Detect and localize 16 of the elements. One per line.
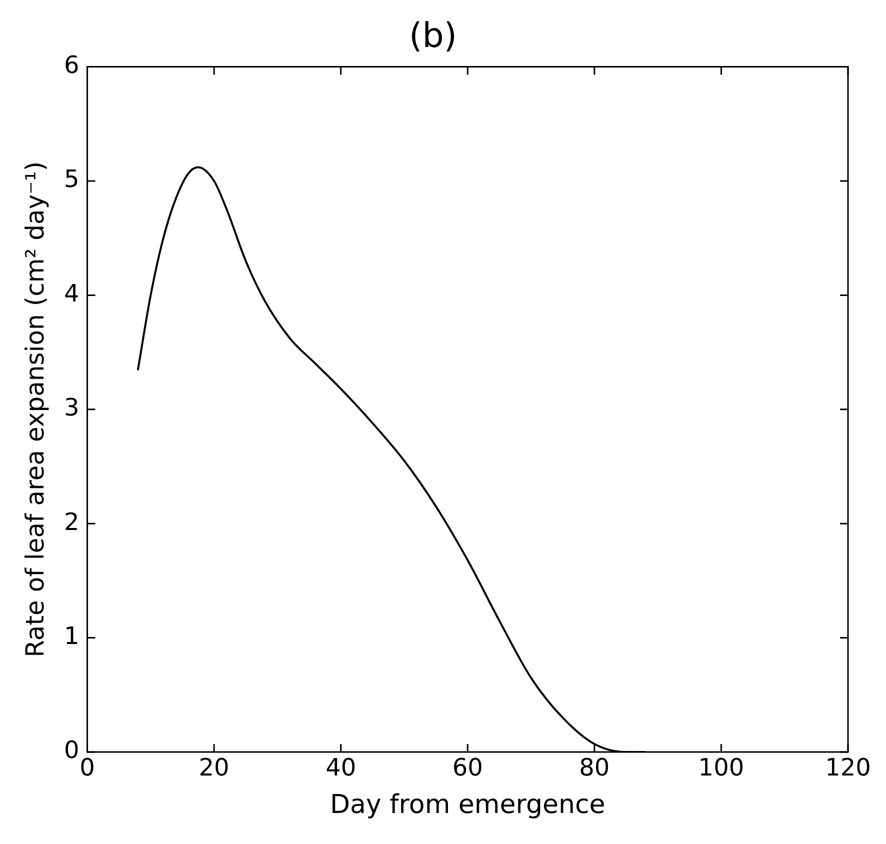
x-tick-label: 40 [326, 754, 356, 782]
y-tick-label: 4 [64, 279, 80, 308]
x-tick-label: 120 [825, 754, 871, 782]
x-tick-label: 80 [579, 754, 610, 782]
x-tick-label: 20 [198, 754, 230, 782]
y-tick-label: 5 [64, 165, 80, 194]
y-tick-label: 6 [64, 51, 80, 80]
y-tick-label: 1 [64, 622, 80, 650]
y-tick-label: 0 [64, 736, 80, 764]
x-tick-label: 60 [452, 754, 483, 782]
x-axis-title: Day from emergence [330, 790, 606, 820]
y-tick-label: 3 [64, 394, 80, 422]
chart-title: (b) [408, 16, 458, 56]
y-axis-title: Rate of leaf area expansion (cm² day⁻¹) [20, 161, 50, 658]
y-tick-label: 2 [64, 508, 80, 536]
x-tick-label: 100 [698, 754, 744, 782]
